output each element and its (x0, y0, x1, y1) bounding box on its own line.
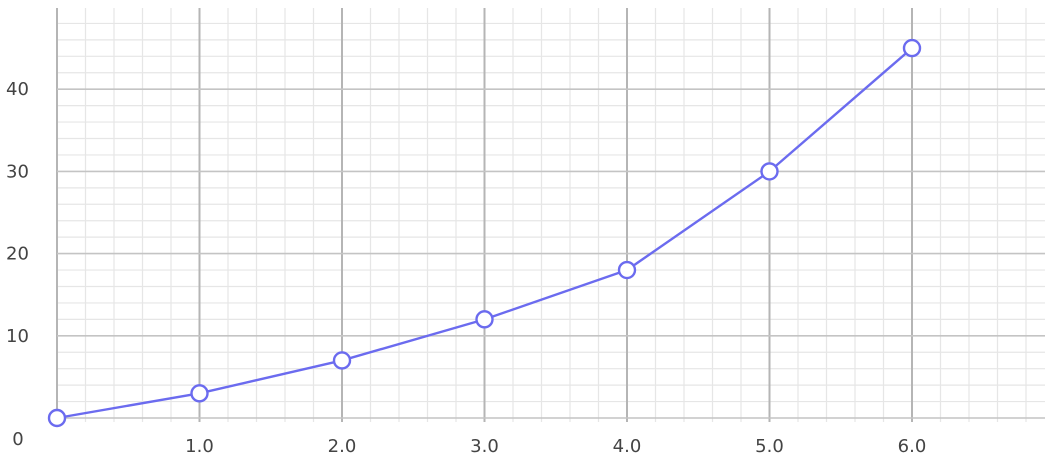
x-tick-label: 1.0 (185, 436, 214, 457)
x-tick-label: 0 (12, 429, 23, 450)
y-tick-label: 10 (6, 326, 29, 347)
major-grid (56, 8, 1045, 422)
y-tick-label: 30 (6, 161, 29, 182)
tick-labels: 0 1.0 2.0 3.0 4.0 5.0 6.0 10 20 30 40 (6, 79, 926, 457)
x-tick-label: 5.0 (755, 436, 784, 457)
x-tick-label: 6.0 (898, 436, 927, 457)
data-point (760, 162, 779, 181)
x-tick-label: 4.0 (613, 436, 642, 457)
data-point (332, 351, 352, 370)
y-tick-label: 40 (6, 79, 29, 100)
data-point (902, 38, 922, 58)
x-tick-label: 2.0 (328, 436, 357, 457)
data-point (47, 408, 67, 428)
data-point (617, 260, 637, 280)
x-tick-label: 3.0 (470, 436, 499, 457)
data-point (475, 310, 494, 329)
minor-grid (57, 8, 1045, 422)
data-point (190, 384, 209, 403)
series-layer (47, 38, 922, 428)
y-tick-label: 20 (6, 244, 29, 265)
